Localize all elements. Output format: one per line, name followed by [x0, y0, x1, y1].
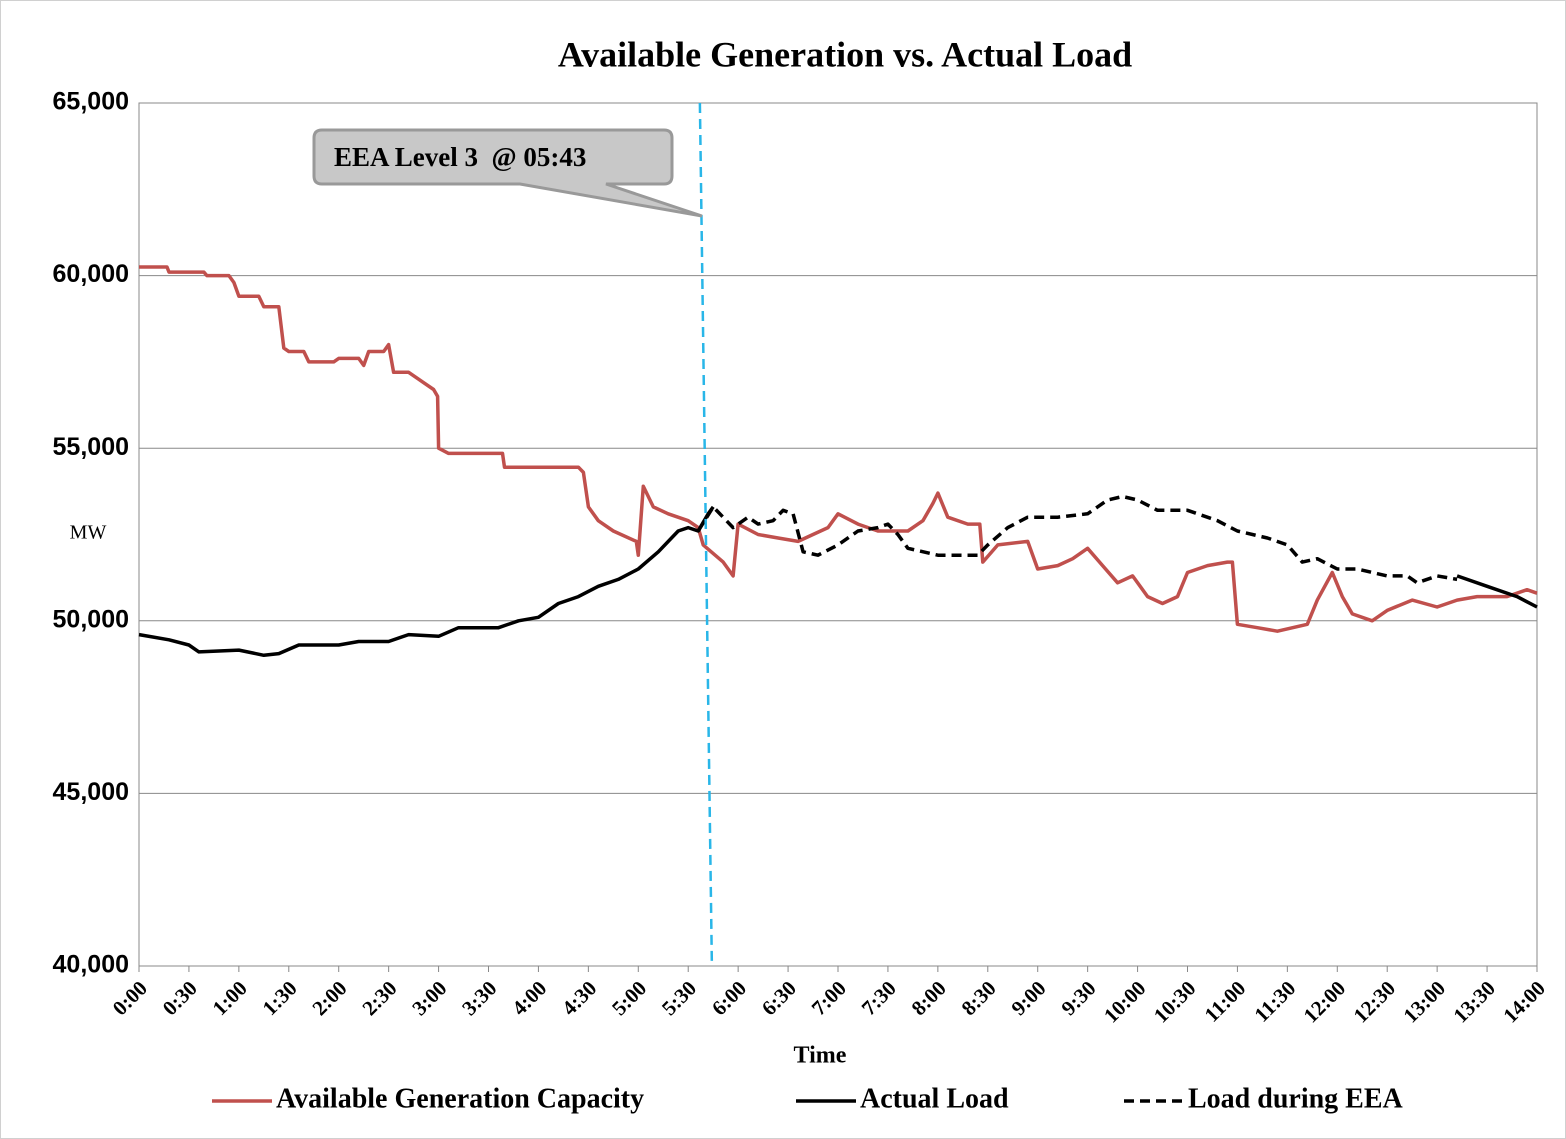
callout-box: [312, 128, 703, 218]
callout-text: EEA Level 3 @ 05:43: [334, 142, 586, 172]
y-tick-label: 40,000: [53, 951, 129, 979]
series-line: [139, 265, 1538, 633]
y-tick-label: 55,000: [53, 433, 129, 461]
chart-title: Available Generation vs. Actual Load: [558, 34, 1132, 74]
x-axis-label: Time: [794, 1043, 847, 1069]
legend-label: Available Generation Capacity: [276, 1083, 644, 1114]
series-line: [696, 494, 1458, 585]
y-axis-label: MW: [70, 522, 107, 544]
legend-label: Actual Load: [860, 1083, 1009, 1114]
series-line: [138, 505, 1538, 658]
y-tick-label: 45,000: [53, 778, 129, 806]
legend-label: Load during EEA: [1188, 1083, 1404, 1114]
y-tick-label: 65,000: [53, 88, 129, 116]
y-tick-label: 60,000: [53, 260, 129, 288]
y-tick-label: 50,000: [53, 605, 129, 633]
